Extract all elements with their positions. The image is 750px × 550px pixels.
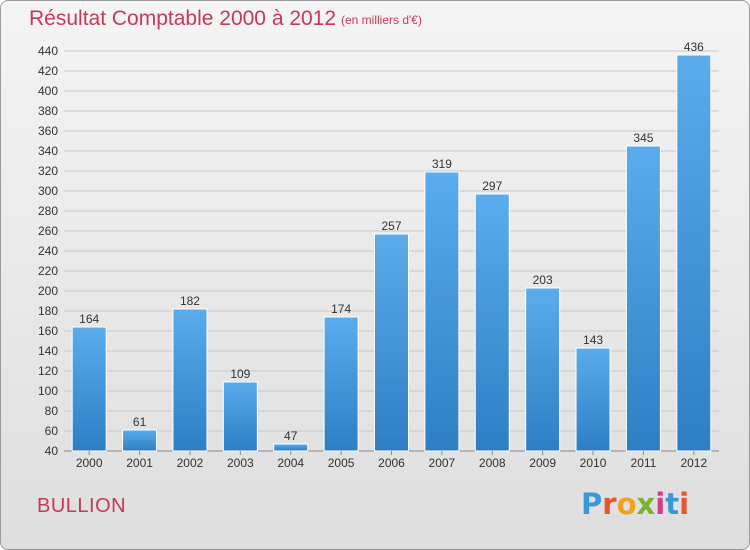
y-tick-label: 120 xyxy=(38,364,58,378)
y-tick-label: 440 xyxy=(38,44,58,58)
x-tick-label: 2004 xyxy=(277,456,304,470)
y-tick-label: 280 xyxy=(38,204,58,218)
y-tick-label: 40 xyxy=(45,444,59,458)
logo-letter: t xyxy=(665,487,680,521)
x-tick-label: 2012 xyxy=(680,456,707,470)
bar-2007 xyxy=(424,171,460,452)
logo-letter: x xyxy=(636,487,656,521)
value-label: 436 xyxy=(684,40,704,54)
y-tick-label: 180 xyxy=(38,304,58,318)
y-tick-label: 320 xyxy=(38,164,58,178)
y-tick-label: 140 xyxy=(38,344,58,358)
value-label: 61 xyxy=(133,415,147,429)
x-tick-label: 2006 xyxy=(378,456,405,470)
y-tick-label: 100 xyxy=(38,384,58,398)
bar-2000 xyxy=(71,326,107,452)
x-tick-label: 2002 xyxy=(177,456,204,470)
value-label: 109 xyxy=(230,367,250,381)
bar-2006 xyxy=(374,233,409,452)
y-tick-label: 220 xyxy=(38,264,58,278)
value-label: 257 xyxy=(381,219,401,233)
x-tick-label: 2005 xyxy=(328,456,355,470)
y-tick-label: 400 xyxy=(38,84,58,98)
bar-2012 xyxy=(676,54,712,452)
x-tick-label: 2008 xyxy=(479,456,506,470)
location-name: BULLION xyxy=(37,495,127,517)
y-tick-label: 200 xyxy=(38,284,58,298)
x-tick-label: 2003 xyxy=(227,456,254,470)
value-label: 345 xyxy=(633,131,653,145)
x-axis: 2000 2001 2002 2003 2004 2005 2006 2007 2008 2009… xyxy=(76,451,707,470)
y-tick-label: 300 xyxy=(38,184,58,198)
chart-subtitle: (en milliers d'€) xyxy=(341,13,422,27)
value-label: 47 xyxy=(284,429,298,443)
bar-2005 xyxy=(323,316,359,452)
bars: 164 61 182 109 47 174 257 319 297 203 143 345 436 xyxy=(71,40,712,452)
x-tick-label: 2000 xyxy=(76,456,103,470)
value-label: 143 xyxy=(583,333,603,347)
bar-2002 xyxy=(172,308,208,452)
bar-2001 xyxy=(122,429,158,452)
y-tick-label: 80 xyxy=(45,404,59,418)
y-tick-label: 360 xyxy=(38,124,58,138)
logo-letter: i xyxy=(679,487,690,521)
logo-letter: o xyxy=(616,487,637,521)
y-tick-label: 340 xyxy=(38,144,58,158)
bar-2003 xyxy=(222,381,258,452)
y-tick-label: 60 xyxy=(45,424,59,438)
value-label: 164 xyxy=(79,312,99,326)
bar-2008 xyxy=(474,193,510,452)
proxiti-logo: Proxiti xyxy=(581,487,689,521)
bar-2004 xyxy=(273,443,309,452)
y-tick-label: 420 xyxy=(38,64,58,78)
y-tick-label: 240 xyxy=(38,244,58,258)
x-tick-label: 2007 xyxy=(429,456,456,470)
y-tick-label: 260 xyxy=(38,224,58,238)
value-label: 203 xyxy=(533,273,553,287)
value-label: 182 xyxy=(180,294,200,308)
bar-2010 xyxy=(575,347,611,452)
x-tick-label: 2001 xyxy=(126,456,153,470)
y-tick-label: 160 xyxy=(38,324,58,338)
chart-title: Résultat Comptable 2000 à 2012 xyxy=(29,7,337,30)
x-tick-label: 2010 xyxy=(580,456,607,470)
x-tick-label: 2009 xyxy=(529,456,556,470)
value-label: 174 xyxy=(331,302,351,316)
value-label: 319 xyxy=(432,157,452,171)
logo-letter: r xyxy=(602,487,617,521)
logo-letter: i xyxy=(655,487,666,521)
value-label: 297 xyxy=(482,179,502,193)
bar-2009 xyxy=(525,287,561,452)
y-tick-label: 380 xyxy=(38,104,58,118)
x-tick-label: 2011 xyxy=(631,456,657,470)
bar-2011 xyxy=(625,145,661,452)
logo-letter: P xyxy=(581,487,603,521)
